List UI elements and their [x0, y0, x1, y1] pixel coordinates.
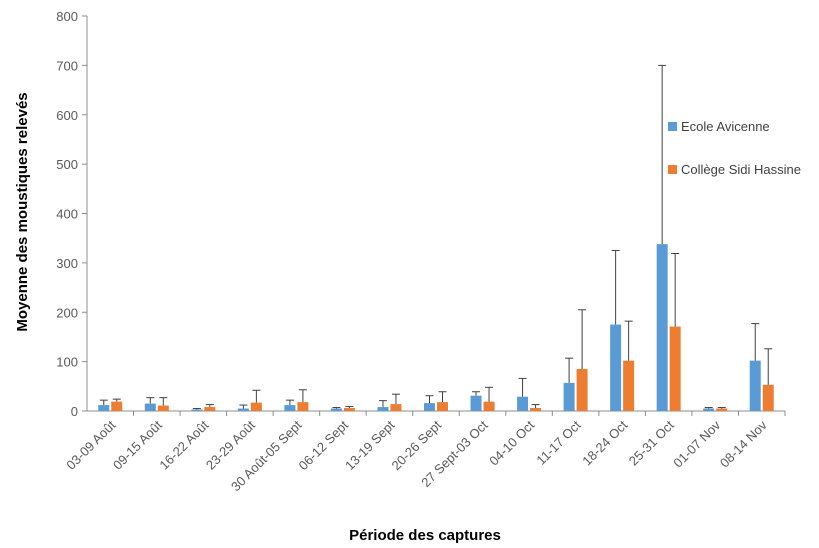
bar-ecole-avicenne [563, 382, 575, 411]
bar-ecole-avicenne [330, 408, 342, 411]
x-tick-label: 09-15 Août [110, 417, 165, 472]
x-tick-label: 11-17 Oct [533, 417, 584, 468]
y-tick-label: 300 [56, 256, 78, 271]
bar-college-sidi-hassine [576, 369, 588, 411]
bar-college-sidi-hassine [390, 404, 402, 411]
bar-college-sidi-hassine [483, 401, 495, 411]
y-tick-label: 0 [71, 404, 78, 419]
x-tick-label: 08-14 Nov [717, 417, 770, 470]
bar-ecole-avicenne [424, 403, 435, 411]
bar-ecole-avicenne [284, 405, 296, 411]
legend-swatch [668, 165, 677, 174]
legend: Ecole Avicenne Collège Sidi Hassine [668, 119, 801, 177]
x-tick-label: 18-24 Oct [579, 417, 630, 468]
x-axis-title: Période des captures [349, 527, 501, 544]
bar-ecole-avicenne [377, 407, 389, 411]
bar-ecole-avicenne [191, 409, 203, 411]
bar-ecole-avicenne [749, 360, 761, 411]
bar-college-sidi-hassine [669, 326, 681, 411]
y-tick-label: 100 [56, 355, 78, 370]
bar-college-sidi-hassine [716, 408, 728, 411]
y-axis-title: Moyenne des moustiques relevés [14, 92, 31, 331]
bars [98, 244, 774, 411]
legend-swatch [668, 122, 677, 131]
bar-college-sidi-hassine [343, 408, 355, 411]
x-tick-label: 16-22 Août [156, 417, 211, 472]
bar-college-sidi-hassine [623, 360, 635, 411]
bar-college-sidi-hassine [250, 402, 262, 411]
bar-college-sidi-hassine [530, 408, 542, 411]
y-tick-label: 700 [56, 58, 78, 73]
legend-label: Ecole Avicenne [681, 119, 770, 134]
y-tick-label: 500 [56, 157, 78, 172]
bar-college-sidi-hassine [762, 384, 774, 411]
bar-college-sidi-hassine [437, 402, 448, 411]
bar-ecole-avicenne [517, 396, 529, 411]
legend-label: Collège Sidi Hassine [681, 162, 801, 177]
bar-ecole-avicenne [98, 405, 110, 411]
y-tick-label: 200 [56, 305, 78, 320]
bar-ecole-avicenne [703, 408, 715, 411]
bar-college-sidi-hassine [111, 401, 123, 411]
bar-college-sidi-hassine [204, 407, 216, 411]
error-bars [99, 64, 773, 410]
bar-ecole-avicenne [237, 408, 249, 411]
x-tick-label: 25-31 Oct [626, 417, 677, 468]
bar-ecole-avicenne [656, 244, 668, 411]
x-tick-label: 03-09 Août [63, 417, 118, 472]
bar-ecole-avicenne [610, 324, 622, 411]
bar-ecole-avicenne [144, 403, 156, 411]
bar-ecole-avicenne [470, 395, 482, 411]
x-tick-label: 04-10 Oct [486, 417, 537, 468]
x-tick-label: 01-07 Nov [670, 417, 723, 470]
bar-college-sidi-hassine [157, 405, 169, 411]
y-tick-label: 800 [56, 9, 78, 24]
y-tick-label: 400 [56, 207, 78, 222]
bar-college-sidi-hassine [297, 402, 309, 411]
y-axis: 0 100 200 300 400 500 600 700 800 [56, 9, 88, 419]
y-tick-label: 600 [56, 108, 78, 123]
